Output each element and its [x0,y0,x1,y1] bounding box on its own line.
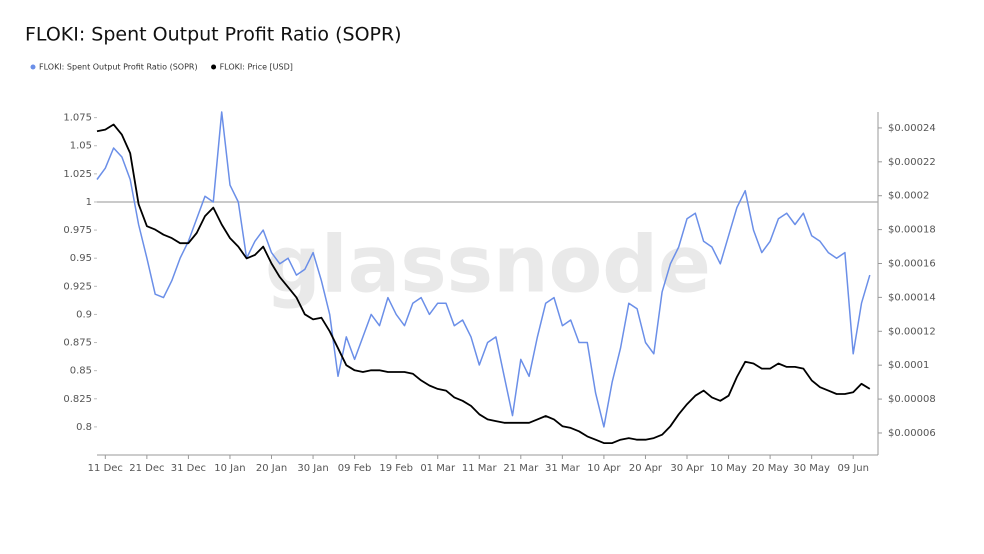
y-tick-label: 0.875 [63,338,92,349]
x-tick-label: 09 Jun [837,463,869,474]
y-tick-label: 0.85 [70,366,92,377]
x-tick-label: 31 Dec [171,463,206,474]
x-tick-label: 20 May [752,463,789,474]
x-tick-label: 11 Mar [462,463,498,474]
x-tick-label: 21 Dec [129,463,164,474]
y-tick-label: 1.05 [70,141,92,152]
y-tick-label: 1.075 [63,113,92,124]
legend-label: FLOKI: Spent Output Profit Ratio (SOPR) [39,63,198,72]
legend-marker [211,64,217,70]
y2-tick-label: $0.00014 [888,292,936,303]
x-tick-label: 10 Jan [214,463,245,474]
y2-tick-label: $0.00024 [888,123,936,134]
y2-tick-label: $0.00012 [888,326,936,337]
y2-tick-label: $0.0001 [888,360,929,371]
chart-title: FLOKI: Spent Output Profit Ratio (SOPR) [25,24,402,46]
y-tick-label: 0.95 [70,253,92,264]
y2-tick-label: $0.00018 [888,225,936,236]
x-tick-label: 31 Mar [545,463,581,474]
x-tick-label: 30 Jan [297,463,328,474]
y-tick-label: 1.025 [63,169,92,180]
x-tick-label: 11 Dec [88,463,123,474]
y-tick-label: 0.9 [76,309,92,320]
x-tick-label: 30 Apr [670,463,704,474]
y-tick-label: 0.925 [63,281,92,292]
watermark: glassnode [265,220,711,310]
y-tick-label: 0.8 [76,422,92,433]
x-tick-label: 10 Apr [587,463,621,474]
x-tick-label: 20 Apr [629,463,663,474]
y-tick-label: 0.825 [63,394,92,405]
series-line [96,123,871,444]
y2-tick-label: $0.00008 [888,394,936,405]
y2-tick-label: $0.00022 [888,157,936,168]
x-tick-label: 20 Jan [256,463,287,474]
y2-tick-label: $0.00016 [888,259,936,270]
y2-tick-label: $0.00006 [888,428,936,439]
x-tick-label: 09 Feb [338,463,372,474]
x-tick-label: 01 Mar [420,463,456,474]
y-tick-label: 0.975 [63,225,92,236]
series-line [96,111,871,428]
y2-tick-label: $0.0002 [888,191,929,202]
x-tick-label: 21 Mar [503,463,539,474]
y-tick-label: 1 [86,197,92,208]
x-tick-label: 30 May [793,463,830,474]
legend-label: FLOKI: Price [USD] [220,63,293,72]
x-tick-label: 10 May [710,463,747,474]
x-tick-label: 19 Feb [379,463,413,474]
legend-marker [30,64,36,70]
